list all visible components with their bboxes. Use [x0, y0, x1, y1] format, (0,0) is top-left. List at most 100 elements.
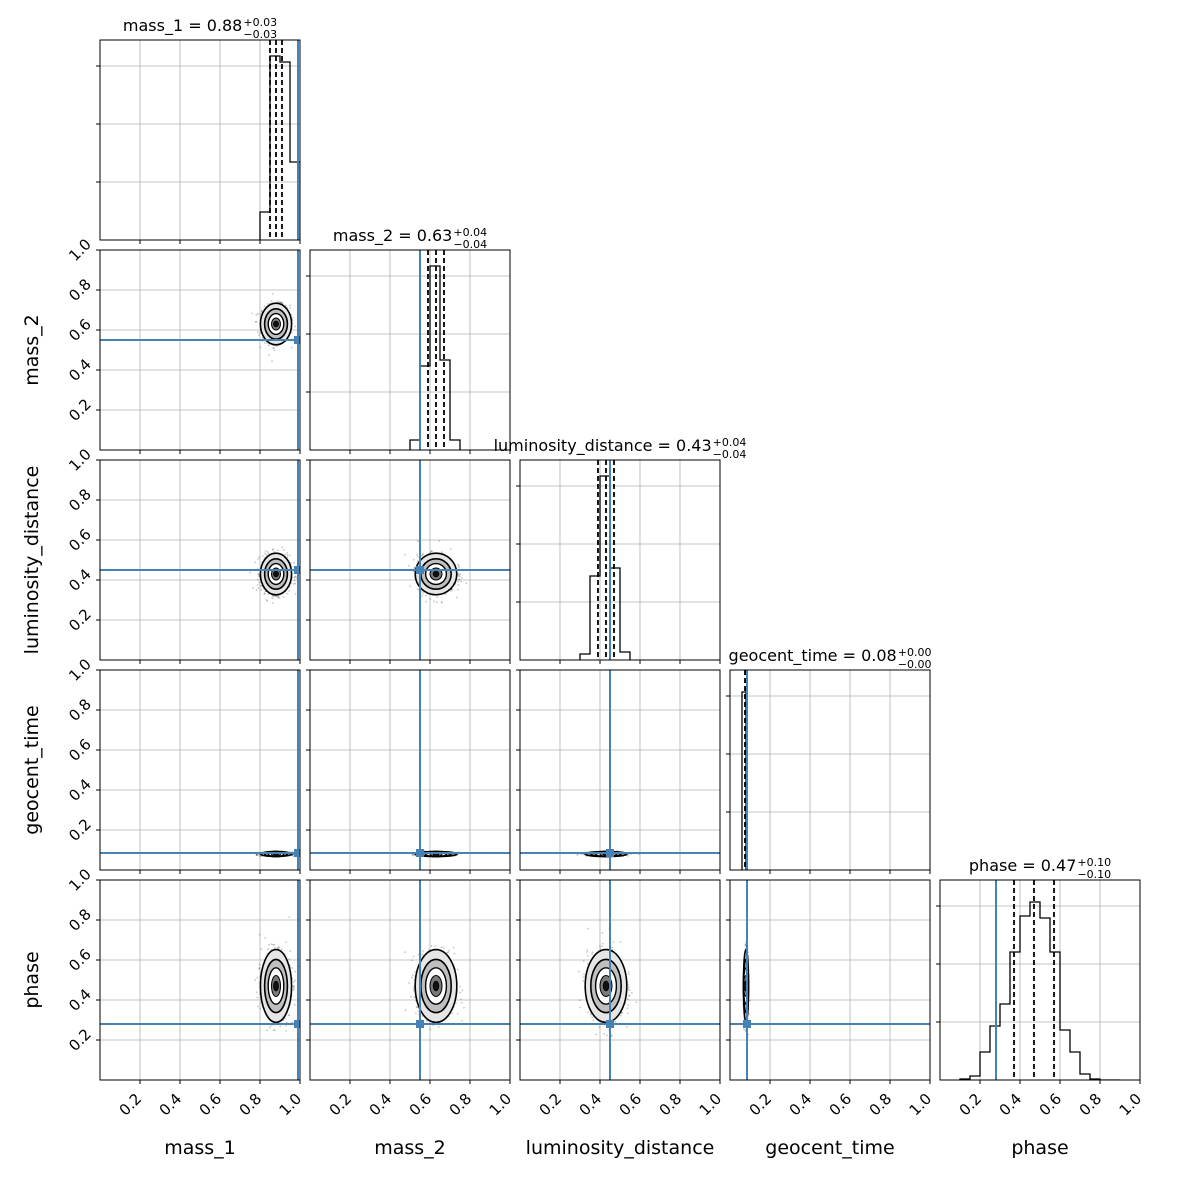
sample-point	[294, 325, 297, 328]
panel-mass_2-geocent_time	[306, 669, 511, 874]
truth-marker	[416, 849, 424, 857]
sample-point	[458, 578, 461, 581]
truth-marker	[294, 566, 300, 574]
sample-point	[282, 596, 285, 598]
sample-point	[256, 854, 259, 856]
sample-point	[413, 566, 416, 569]
panel-plot-area	[100, 250, 300, 450]
sample-point	[460, 580, 463, 583]
sample-point	[305, 854, 307, 856]
sample-point	[416, 553, 418, 556]
sample-point	[266, 303, 269, 305]
sample-point	[457, 584, 460, 586]
y-tick-label: 0.8	[65, 485, 95, 515]
panel-mass_2-mass_2: mass_2 = 0.63 +0.04−0.04	[306, 226, 511, 454]
sample-point	[435, 601, 438, 604]
y-tick-label: 0.4	[65, 355, 95, 385]
sample-point	[421, 553, 424, 556]
sample-point	[294, 575, 296, 578]
sample-point	[275, 345, 278, 348]
histogram-mass_1	[259, 55, 300, 240]
title-minus: −0.04	[713, 448, 747, 461]
sample-point	[294, 592, 297, 595]
y-tick-label: 1.0	[65, 445, 95, 475]
sample-point	[288, 589, 290, 592]
sample-point	[280, 301, 283, 304]
sample-point	[457, 574, 460, 577]
sample-point	[291, 316, 294, 319]
truth-marker	[294, 336, 300, 344]
sample-point	[408, 564, 410, 567]
y-tick-label: 1.0	[65, 655, 95, 685]
sample-point	[265, 553, 268, 556]
panel-plot-area	[100, 40, 300, 240]
sample-point	[421, 591, 423, 593]
sample-point	[277, 595, 280, 598]
title-plus: +0.03	[243, 16, 277, 29]
sample-point	[403, 553, 406, 556]
sample-point	[411, 854, 414, 856]
histogram-luminosity_distance	[579, 475, 631, 660]
sample-point	[255, 853, 258, 856]
sample-point	[456, 580, 459, 583]
sample-point	[255, 320, 257, 323]
sample-point	[286, 592, 289, 595]
y-tick-label: 0.6	[65, 735, 95, 765]
sample-point	[255, 320, 257, 323]
density-contour-5	[432, 570, 440, 578]
y-tick-label: 0.6	[65, 315, 95, 345]
title-mass_1: mass_1 = 0.88 +0.03−0.03	[123, 16, 277, 41]
truth-marker	[294, 849, 300, 857]
sample-point	[444, 593, 447, 596]
sample-point	[449, 548, 452, 550]
sample-point	[429, 597, 432, 600]
sample-point	[267, 552, 270, 555]
sample-point	[458, 566, 460, 569]
sample-point	[278, 597, 281, 599]
truth-marker	[416, 566, 424, 574]
title-plus: +0.04	[453, 226, 487, 239]
title-plus: +0.04	[713, 436, 747, 449]
sample-point	[277, 596, 279, 599]
sample-point	[255, 589, 258, 591]
sample-point	[425, 600, 428, 603]
sample-point	[416, 540, 419, 543]
sample-point	[260, 588, 263, 591]
sample-point	[282, 549, 285, 552]
panel-frame	[99, 249, 301, 451]
sample-point	[459, 573, 462, 576]
sample-point	[413, 854, 416, 857]
sample-point	[289, 307, 291, 309]
sample-point	[440, 601, 443, 603]
panel-frame	[519, 459, 721, 661]
sample-point	[272, 292, 274, 295]
sample-point	[430, 550, 433, 553]
sample-point	[416, 555, 419, 558]
sample-point	[251, 312, 253, 315]
panel-plot-area	[520, 670, 720, 870]
y-tick-label: 0.6	[65, 525, 95, 555]
sample-point	[257, 333, 260, 336]
sample-point	[294, 575, 297, 578]
sample-point	[259, 855, 262, 858]
y-axis-label-mass_2: mass_2	[21, 314, 43, 386]
sample-point	[436, 596, 439, 599]
sample-point	[249, 571, 251, 574]
sample-point	[421, 595, 424, 597]
sample-point	[457, 565, 460, 567]
sample-point	[259, 584, 262, 587]
sample-point	[260, 309, 263, 312]
panel-plot-area	[310, 460, 510, 660]
sample-point	[416, 560, 419, 563]
sample-point	[286, 554, 289, 556]
sample-point	[460, 577, 463, 579]
y-tick-label: 0.4	[65, 775, 95, 805]
panel-frame	[99, 459, 301, 661]
sample-point	[263, 592, 266, 595]
panel-frame	[309, 669, 511, 871]
sample-point	[433, 600, 436, 603]
